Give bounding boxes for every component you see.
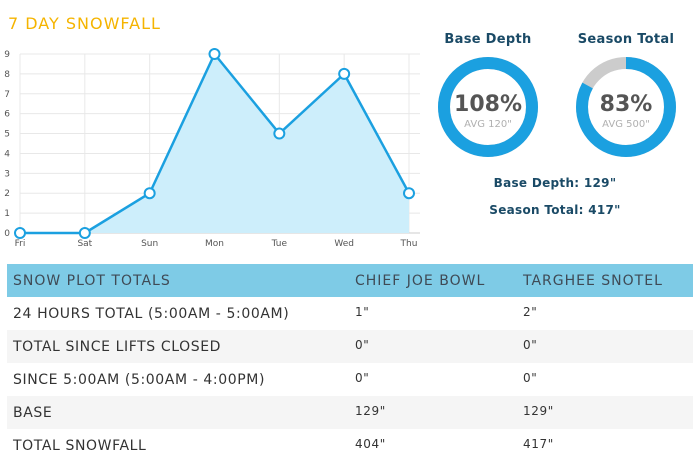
chief-joe-bowl-value: 0" [355, 371, 370, 385]
season-total-gauge-label: Season Total [577, 32, 675, 47]
season-total-average: AVG 500" [602, 119, 650, 130]
x-tick-label: Wed [334, 239, 354, 249]
x-tick-label: Fri [15, 239, 26, 249]
table-row: BASE 129" 129" [7, 396, 693, 429]
row-label: TOTAL SINCE LIFTS CLOSED [7, 330, 349, 363]
targhee-snotel-value: 0" [517, 330, 693, 363]
chief-joe-bowl-value: 0" [349, 330, 517, 363]
y-tick-label: 3 [4, 169, 10, 179]
chief-joe-bowl-value: 404" [355, 437, 386, 451]
chart-title: 7 DAY SNOWFALL [8, 14, 161, 33]
data-point [338, 67, 351, 80]
series-area [20, 54, 409, 233]
chief-joe-bowl-value: 129" [349, 396, 517, 429]
season-total-ring: 83% AVG 500" [576, 57, 676, 157]
x-tick-label: Sun [141, 239, 158, 249]
y-tick-label: 1 [4, 209, 10, 219]
x-tick-label: Tue [271, 239, 288, 249]
y-tick-label: 9 [4, 50, 10, 60]
y-tick-label: 8 [4, 70, 10, 80]
data-point [143, 187, 156, 200]
y-tick-label: 2 [4, 189, 10, 199]
targhee-snotel-value: 417" [523, 437, 554, 451]
x-tick-label: Sat [77, 239, 92, 249]
base-depth-average: AVG 120" [464, 119, 512, 130]
base-depth-gauge-label: Base Depth [444, 32, 532, 47]
x-tick-label: Thu [400, 239, 418, 249]
data-point [273, 127, 286, 140]
table-row: TOTAL SINCE LIFTS CLOSED 0" 0" [7, 330, 693, 363]
row-label: 24 HOURS TOTAL (5:00AM - 5:00AM) [13, 305, 290, 322]
table-row: 24 HOURS TOTAL (5:00AM - 5:00AM) 1" 2" [7, 297, 693, 330]
y-tick-label: 6 [4, 110, 10, 120]
season-total-percent: 83% [600, 92, 653, 117]
season-total-gauge: Season Total 83% AVG 500" [566, 32, 686, 159]
base-depth-ring-fill [438, 57, 538, 157]
y-tick-label: 5 [4, 130, 10, 140]
y-tick-label: 7 [4, 90, 10, 100]
data-point [208, 48, 221, 60]
data-point [403, 187, 415, 200]
table-header-row: SNOW PLOT TOTALS CHIEF JOE BOWL TARGHEE … [7, 264, 693, 297]
season-total-stat: Season Total: 417" [489, 203, 621, 217]
x-tick-label: Mon [205, 239, 224, 249]
header-targhee-snotel: TARGHEE SNOTEL [517, 264, 693, 297]
y-tick-label: 0 [4, 229, 10, 239]
base-depth-ring: 108% AVG 120" [438, 57, 538, 157]
data-point [14, 227, 26, 239]
chief-joe-bowl-value: 1" [355, 305, 370, 319]
snow-totals-table: SNOW PLOT TOTALS CHIEF JOE BOWL TARGHEE … [7, 264, 693, 462]
targhee-snotel-value: 129" [517, 396, 693, 429]
season-total-ring-fill [576, 57, 676, 157]
base-depth-percent: 108% [454, 92, 522, 117]
header-chief-joe-bowl: CHIEF JOE BOWL [349, 264, 517, 297]
base-depth-stat: Base Depth: 129" [493, 176, 617, 190]
row-label: SINCE 5:00AM (5:00AM - 4:00PM) [13, 371, 266, 388]
row-label: BASE [7, 396, 349, 429]
table-row: TOTAL SNOWFALL 404" 417" [7, 429, 693, 462]
data-point [78, 227, 91, 239]
targhee-snotel-value: 0" [523, 371, 538, 385]
row-label: TOTAL SNOWFALL [13, 437, 147, 454]
targhee-snotel-value: 2" [523, 305, 538, 319]
y-tick-label: 4 [4, 149, 10, 159]
snowfall-chart: 0 1 2 3 4 5 6 7 8 9 Fri Sat Sun Mon Tue Wed Thu [4, 48, 420, 249]
base-depth-gauge: Base Depth 108% AVG 120" [428, 32, 548, 159]
table-row: SINCE 5:00AM (5:00AM - 4:00PM) 0" 0" [7, 363, 693, 396]
header-snow-plot-totals: SNOW PLOT TOTALS [7, 264, 349, 297]
